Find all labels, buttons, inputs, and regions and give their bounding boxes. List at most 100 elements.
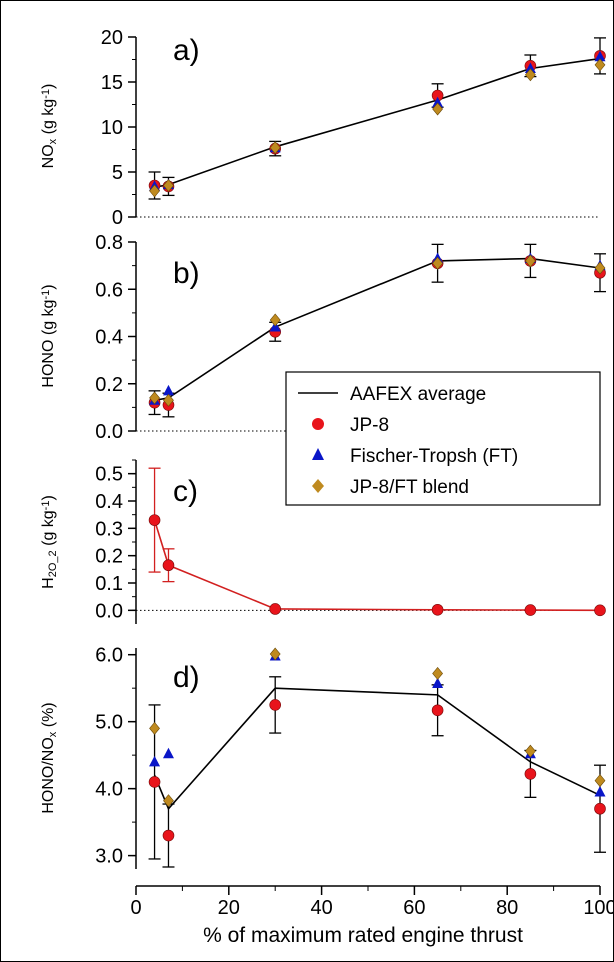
ft-point	[524, 62, 536, 73]
blend-point	[269, 313, 281, 327]
panel-label-a: a)	[173, 34, 200, 67]
x-tick-label: 0	[130, 897, 141, 919]
y-axis-label-part: NO	[40, 144, 57, 168]
blend-point	[163, 794, 174, 808]
y-axis-label-part: x	[47, 138, 59, 144]
jp8-point	[148, 776, 161, 788]
jp8-point	[269, 603, 282, 615]
panel-label-c: c)	[173, 475, 198, 508]
y-tick-label: 5.0	[95, 712, 123, 734]
y-axis-label-part: HONO (g kg	[40, 300, 57, 388]
legend-jp8-swatch	[312, 418, 324, 430]
legend-entry-label: JP-8/FT blend	[350, 477, 469, 498]
legend-entry-label: JP-8	[350, 415, 389, 436]
y-tick-label: 6.0	[95, 645, 123, 667]
y-tick-label: 0.5	[95, 464, 123, 486]
y-tick-label: 0.8	[95, 232, 123, 254]
panel-a: 0 5 10 15 20 NOx (g kg-1)	[40, 27, 606, 229]
ft-point	[149, 755, 161, 767]
y-tick-label: 20	[101, 27, 123, 49]
jp8-line	[153, 519, 601, 612]
y-tick-label: 5	[112, 162, 123, 184]
y-tick-label: 0.3	[95, 518, 123, 540]
legend-ft-swatch	[312, 448, 324, 460]
y-axis-label-part: (%)	[40, 702, 57, 731]
ft-point	[162, 384, 174, 396]
y-tick-label: 10	[101, 117, 123, 139]
y-tick-label: 4.0	[95, 779, 123, 801]
x-tick-label: 20	[218, 897, 240, 919]
y-axis-label-part: HONO/NO	[40, 737, 57, 813]
y-tick-label: 0.4	[95, 491, 123, 513]
jp8-point	[269, 699, 282, 711]
y-axis-label: HONO/NOx (%)	[40, 702, 59, 813]
blend-point	[269, 141, 281, 155]
y-axis-label-part: (g kg	[40, 510, 57, 550]
y-tick-label: 0.0	[95, 600, 123, 622]
ft-point	[162, 747, 174, 759]
y-tick-label: 0.6	[95, 279, 123, 301]
y-tick-label: 0.2	[95, 546, 123, 568]
jp8-point	[594, 802, 606, 815]
legend-blend-swatch	[312, 479, 324, 493]
y-axis-label-part: )	[40, 495, 57, 500]
x-tick-label: 60	[403, 897, 425, 919]
y-axis-label-part: x	[47, 731, 59, 737]
y-axis-label-part: (g kg	[40, 99, 57, 139]
blend-point	[432, 102, 443, 116]
y-axis-label-part: 2O_2	[47, 550, 59, 577]
legend: AAFEX average JP-8 Fischer-Tropsh (FT) JP-8…	[285, 371, 601, 506]
panel-b: 0.0 0.2 0.4 0.6 0.8 HONO (g kg-1)	[40, 232, 606, 443]
y-axis-label: HONO (g kg-1)	[40, 284, 57, 387]
blend-point	[594, 58, 606, 72]
y-axis-label-part: H	[40, 577, 57, 589]
y-tick-label: 0.4	[95, 327, 123, 349]
blend-point	[163, 179, 174, 192]
x-axis: 0 20 40 60 80 100	[130, 885, 613, 919]
y-axis-label-part: )	[40, 284, 57, 289]
y-tick-label: 3.0	[95, 846, 123, 868]
blend-point	[432, 666, 443, 680]
ft-point	[594, 50, 606, 62]
x-tick-label: 40	[310, 897, 332, 919]
legend-entry-label: Fischer-Tropsh (FT)	[350, 446, 518, 467]
blend-point	[594, 774, 606, 788]
y-axis-label: H2O_2 (g kg-1)	[40, 495, 59, 589]
ft-point	[432, 677, 444, 688]
y-tick-label: 0	[112, 207, 123, 229]
y-tick-label: 0.0	[95, 421, 123, 443]
y-axis-label-part: -1	[40, 501, 52, 511]
ft-point	[594, 785, 606, 797]
y-tick-label: 0.1	[95, 573, 123, 595]
blend-point	[149, 184, 160, 198]
panel-c: 0.0 0.1 0.2 0.3 0.4 0.5 H2O_2 (g kg-1)	[40, 459, 606, 624]
ft-point	[432, 96, 444, 108]
y-axis-label: NOx (g kg-1)	[40, 84, 59, 169]
y-tick-label: 15	[101, 72, 123, 94]
y-axis-label-part: -1	[40, 290, 52, 300]
legend-box	[285, 371, 601, 506]
y-tick-label: 0.2	[95, 374, 123, 396]
jp8-point	[162, 559, 175, 572]
legend-entry-label: AAFEX average	[350, 384, 486, 405]
blend-point	[594, 261, 606, 275]
blend-point	[525, 254, 536, 268]
x-axis-label: % of maximum rated engine thrust	[203, 924, 523, 947]
panel-d: 3.0 4.0 5.0 6.0 HONO/NOx (%)	[40, 645, 606, 869]
x-tick-label: 80	[496, 897, 518, 919]
blend-point	[525, 744, 536, 758]
jp8-point	[162, 829, 175, 842]
blend-point	[525, 68, 536, 82]
jp8-point	[148, 514, 161, 526]
jp8-point	[524, 768, 537, 780]
y-axis-label-part: -1	[40, 89, 52, 99]
panel-label-d: d)	[173, 661, 200, 694]
jp8-point	[431, 603, 444, 616]
y-axis-label-part: )	[40, 84, 57, 89]
blend-point	[432, 256, 443, 270]
jp8-point	[431, 704, 444, 717]
panel-label-b: b)	[173, 257, 200, 290]
